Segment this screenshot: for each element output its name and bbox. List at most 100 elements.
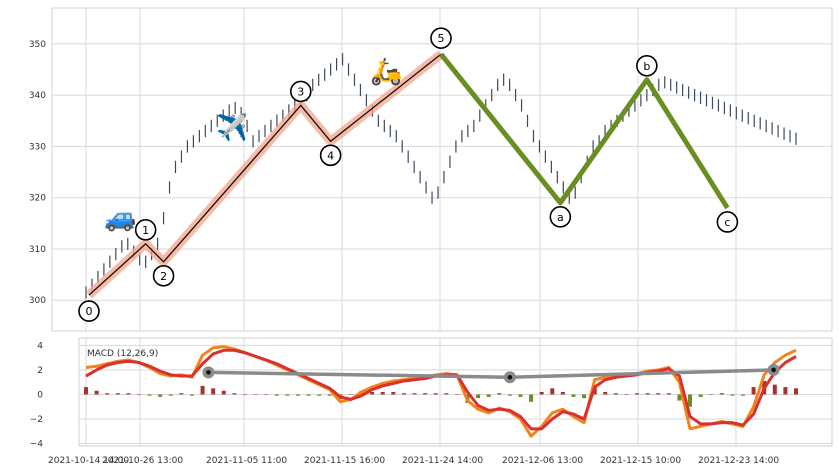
macd-hist-bar (741, 394, 746, 396)
wave-lines (85, 50, 730, 299)
wave-label-circle (319, 144, 342, 167)
macd-y-tick: −4 (30, 440, 44, 450)
macd-hist-bar (719, 393, 724, 395)
price-y-tick: 300 (29, 296, 46, 306)
macd-hist-bar (401, 393, 406, 395)
macd-hist-bar (645, 393, 650, 395)
macd-hist-bar (698, 394, 703, 397)
macd-hist-bar (560, 392, 565, 395)
macd-y-axis: 4 2 0 −2 −4 (30, 341, 44, 449)
macd-hist-bar (571, 394, 576, 397)
macd-y-tick: 4 (37, 341, 43, 351)
wave-label: 1 (142, 224, 149, 237)
car-icon: 🚙 (104, 203, 136, 233)
macd-hist-bar (264, 394, 269, 395)
macd-hist-bar (200, 385, 205, 395)
macd-hist-bar (126, 393, 131, 395)
scooter-icon: 🛵 (370, 57, 402, 87)
wave-label-circle (636, 54, 658, 77)
macd-hist-bar (794, 388, 798, 395)
macd-hist-bar (730, 394, 735, 396)
macd-hist-bar (274, 394, 279, 396)
macd-legend: MACD (12,26,9) (87, 349, 158, 359)
wave-label: 0 (85, 305, 92, 318)
macd-hist-bar (136, 394, 141, 395)
x-tick: 2021-10-26 13:00 (102, 456, 183, 466)
divergence-point-dot (507, 374, 513, 380)
macd-hist-bar (391, 392, 396, 395)
macd-hist-bar (221, 390, 226, 395)
macd-hist-bar (84, 387, 88, 395)
macd-y-tick: 2 (37, 366, 43, 376)
macd-hist-bar (232, 393, 237, 395)
wave-label: 2 (160, 270, 167, 283)
wave-label-circle (716, 211, 739, 233)
macd-hist-bar (189, 394, 194, 396)
x-tick: 2021-11-24 14:00 (402, 456, 483, 466)
airplane-icon: ✈️ (216, 111, 248, 143)
wave-label-circle (78, 300, 100, 322)
price-y-tick: 330 (29, 142, 46, 152)
macd-hist-bar (105, 393, 110, 395)
macd-hist-bar (476, 394, 481, 399)
macd-hist-bar (709, 394, 714, 395)
macd-hist-bar (295, 394, 300, 396)
macd-hist-bar (486, 394, 491, 397)
macd-hist-bar (635, 393, 640, 395)
macd-hist-bar (751, 387, 756, 395)
wave-label-circle (430, 27, 452, 49)
macd-hist-bar (656, 393, 661, 395)
x-tick: 2021-11-15 16:00 (304, 456, 385, 466)
wave-label: 4 (327, 149, 334, 162)
macd-hist-bar (518, 394, 523, 397)
macd-hist-bar (380, 392, 385, 395)
macd-hist-bar (550, 388, 555, 395)
macd-hist-bar (242, 394, 247, 395)
macd-hist-bar (327, 394, 332, 396)
macd-hist-bar (783, 387, 788, 395)
macd-hist-bar (433, 393, 438, 395)
macd-hist-bar (306, 394, 311, 396)
wave-labels: 0 1 2 3 4 5 a b c (78, 27, 739, 322)
macd-hist-bar (348, 394, 353, 395)
price-y-tick: 350 (29, 40, 46, 50)
wave-label: 3 (297, 85, 304, 98)
wave-label-circle (152, 264, 175, 287)
x-tick: 2021-12-06 13:00 (502, 456, 583, 466)
corrective-wave-line (439, 52, 730, 210)
x-tick: 2021-12-15 10:00 (600, 456, 681, 466)
macd-hist-bar (497, 393, 502, 395)
macd-hist-bar (613, 393, 618, 395)
x-tick: 2021-11-05 11:00 (206, 456, 287, 466)
price-y-tick: 320 (29, 194, 46, 204)
wave-label: b (643, 60, 650, 73)
macd-hist-bar (529, 394, 534, 402)
x-tick: 2021-12-23 14:00 (698, 456, 779, 466)
macd-hist-bar (168, 394, 173, 396)
macd-hist-bar (115, 393, 120, 395)
price-grid (52, 8, 832, 331)
wave-label: 5 (438, 32, 445, 45)
macd-hist-bar (94, 390, 99, 395)
price-y-tick: 310 (29, 245, 46, 255)
wave-label: c (724, 216, 730, 229)
macd-hist-bar (539, 392, 544, 395)
price-y-axis: 300 310 320 330 340 350 (29, 40, 46, 306)
macd-panel-frame (78, 337, 833, 447)
macd-hist-bar (666, 393, 671, 395)
wave-label-circle (289, 80, 312, 103)
macd-hist-bar (454, 394, 459, 395)
macd-hist-bar (423, 393, 428, 395)
macd-hist-bar (677, 394, 682, 401)
impulse-wave-line (88, 53, 442, 296)
x-tick: 2021-10-14 14:00 (48, 456, 129, 466)
macd-hist-bar (147, 394, 152, 396)
macd-hist-bar (688, 394, 693, 407)
macd-hist-bar (179, 393, 184, 395)
price-y-tick: 340 (29, 91, 46, 101)
macd-y-tick: −2 (30, 415, 43, 425)
divergence-point-dot (206, 370, 211, 375)
macd-hist-bar (211, 388, 216, 395)
